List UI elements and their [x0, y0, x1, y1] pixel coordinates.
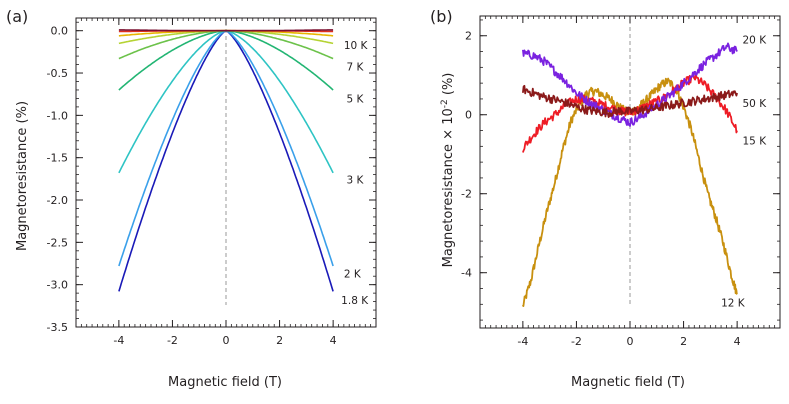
panel-a-y-tick-label: 0.0 [51, 25, 69, 38]
panel-a-x-tick-label: 4 [330, 334, 337, 347]
panel-a-y-tick-label: -0.5 [47, 67, 68, 80]
panel-b-y-axis-title-times: × [441, 129, 456, 140]
panel-a-x-axis-title: Magnetic field (T) [168, 375, 282, 390]
panel-b-y-axis-title-unit: (%) [441, 73, 456, 100]
panel-b-label: (b) [430, 7, 453, 26]
panel-b-series-label: 20 K [743, 35, 768, 47]
panel-a-y-tick-label: -2.5 [47, 236, 68, 249]
panel-b-x-tick-label: 4 [734, 335, 741, 348]
panel-a-x-tick-label: 0 [223, 334, 230, 347]
panel-a-y-tick-label: -2.0 [47, 194, 68, 207]
panel-a-chart: (a) Magnetoresistance (%) Magnetic field… [6, 7, 377, 390]
panel-b-x-tick-label: 0 [627, 335, 634, 348]
panel-a-x-tick-label: 2 [276, 334, 283, 347]
panel-b-y-axis-title-exponent: -2 [440, 99, 450, 108]
panel-b-series-label: 12 K [721, 297, 746, 309]
panel-a-y-tick-label: -1.0 [47, 109, 68, 122]
panel-b-series-20-k [522, 42, 738, 127]
panel-b-series-label: 15 K [743, 135, 768, 147]
panel-a-y-axis-title: Magnetoresistance (%) [15, 101, 30, 251]
panel-a-x-tick-label: -4 [113, 334, 124, 347]
panel-b-y-tick-label: -4 [461, 267, 472, 280]
panel-b-x-tick-label: 2 [680, 335, 687, 348]
panel-b-chart: (b) Magnetoresistance × 10-2 (%) Magneti… [430, 7, 781, 390]
panel-a-y-tick-label: -1.5 [47, 152, 68, 165]
panel-a-series-label: 2 K [344, 269, 362, 281]
panel-b-y-tick-label: 0 [465, 109, 472, 122]
panel-b-y-axis-title: Magnetoresistance × 10-2 (%) [440, 73, 456, 268]
panel-a-series-label: 10 K [344, 40, 369, 52]
panel-a-series-label: 7 K [347, 61, 365, 73]
panel-a-x-tick-label: -2 [167, 334, 178, 347]
panel-a-series-1_8-k [118, 29, 334, 292]
panel-a-series-label: 1.8 K [341, 295, 369, 307]
panel-b-y-axis-title-main: Magnetoresistance [441, 140, 456, 268]
panel-b-series-50-k [522, 84, 738, 118]
panel-a-series-label: 5 K [347, 93, 365, 105]
panel-a-y-tick-label: -3.0 [47, 279, 68, 292]
panel-b-series-label: 50 K [743, 98, 768, 110]
panel-b-plot-area: -4 -2 0 2 4 2 0 -2 -4 20 K 50 K 15 K 12 K [461, 15, 781, 348]
panel-a-series-12-k [118, 29, 334, 32]
panel-a-series-label: 3 K [347, 175, 365, 187]
panel-b-y-axis-title-base: 10 [441, 108, 456, 129]
panel-a-label: (a) [6, 7, 28, 26]
panel-a-y-tick-label: -3.5 [47, 321, 68, 334]
panel-a-plot-area: -4 -2 0 2 4 0.0 -0.5 -1.0 -1.5 -2.0 -2.5 -3.0 -3.5 10… [47, 17, 377, 347]
panel-b-y-tick-label: -2 [461, 188, 472, 201]
panel-b-y-tick-label: 2 [465, 30, 472, 43]
panel-b-x-axis-title: Magnetic field (T) [571, 375, 685, 390]
panel-b-x-tick-label: -4 [517, 335, 528, 348]
panel-b-x-tick-label: -2 [571, 335, 582, 348]
